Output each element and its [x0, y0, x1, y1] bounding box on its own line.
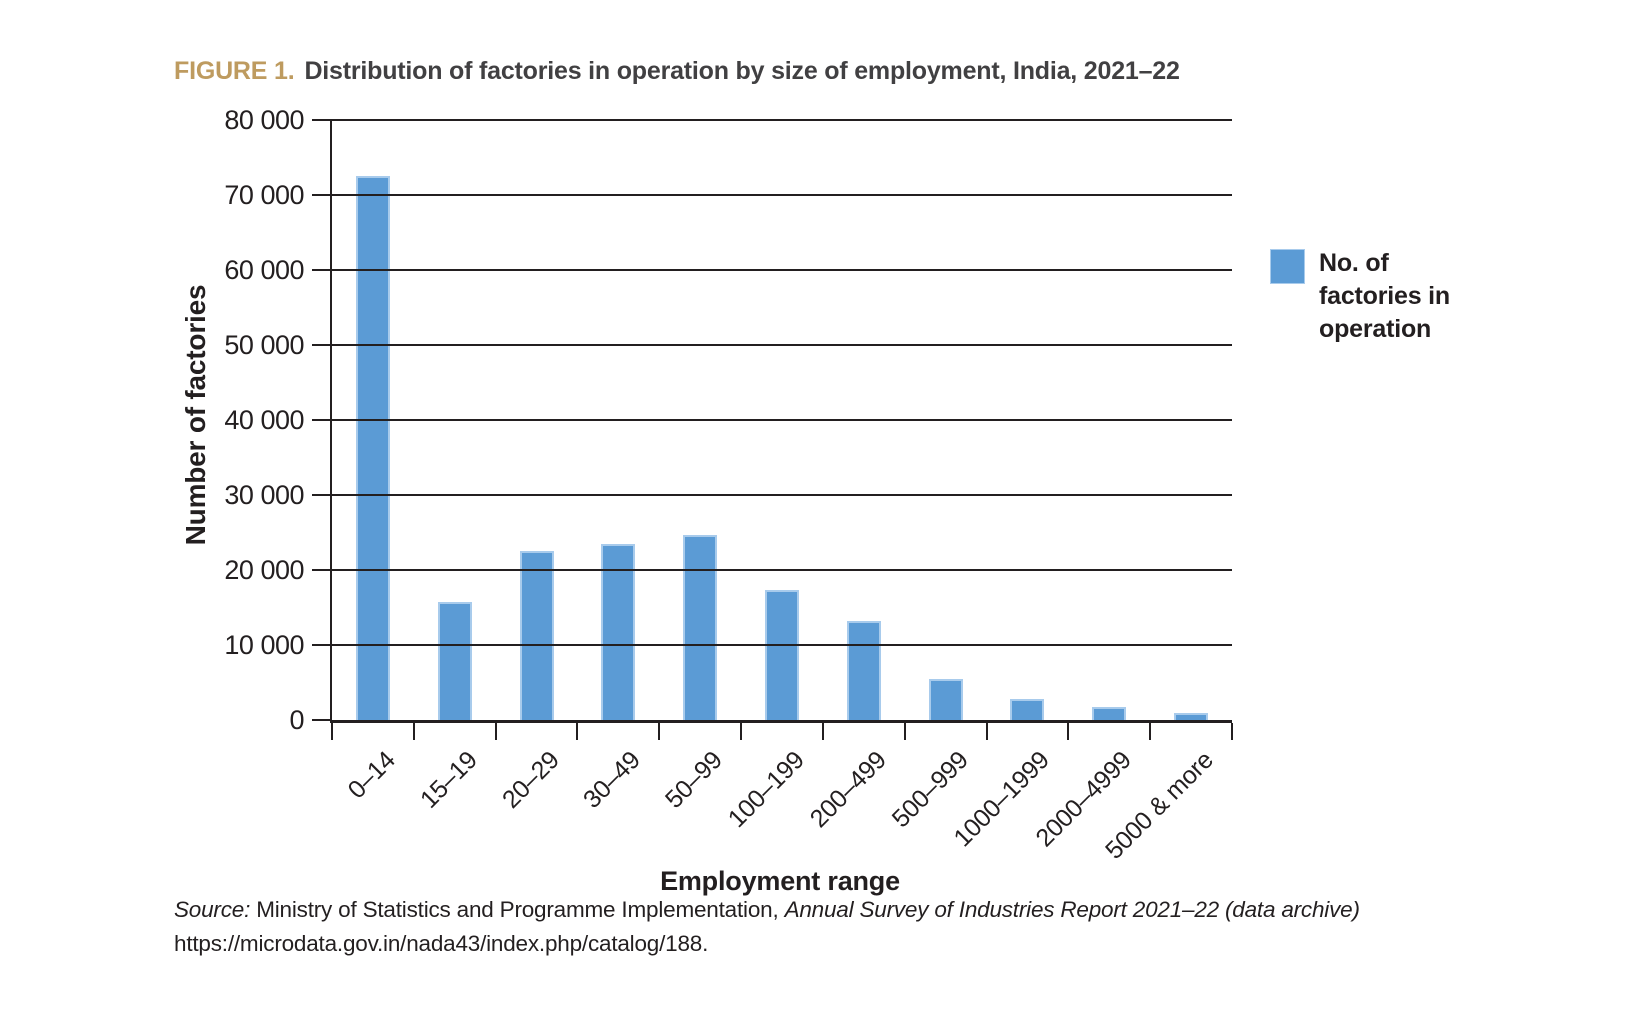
x-axis-title: Employment range	[660, 866, 900, 896]
y-tick-label: 10 000	[224, 630, 304, 660]
x-axis-tick	[821, 723, 824, 740]
gridline-30000	[332, 494, 1232, 496]
source-note: Source: Ministry of Statistics and Progr…	[174, 893, 1360, 961]
bar-0–14	[355, 176, 390, 720]
x-axis-tick	[658, 723, 661, 740]
bar-500–999	[928, 678, 963, 720]
y-axis-tick	[312, 644, 332, 646]
y-tick-label: 50 000	[224, 330, 304, 360]
source-url: https://microdata.gov.in/nada43/index.ph…	[174, 931, 709, 956]
y-axis-tick	[312, 194, 332, 196]
gridline-20000	[332, 569, 1232, 571]
x-tick-label: 50–99	[660, 746, 728, 814]
y-tick-label: 70 000	[224, 180, 304, 210]
x-axis-tick	[412, 723, 415, 740]
x-tick-label: 30–49	[578, 746, 647, 814]
bar-5000 & more	[1174, 713, 1209, 720]
figure-header: FIGURE 1. Distribution of factories in op…	[174, 57, 1180, 86]
bar-50–99	[683, 534, 718, 720]
gridline-50000	[332, 344, 1232, 346]
x-tick-label: 15–19	[414, 746, 483, 814]
bar-1000–1999	[1010, 699, 1045, 720]
x-axis-tick	[1067, 723, 1070, 740]
plot-area: 0 10 000 20 000 30 000 40 000 50 000 60 000 70 …	[224, 105, 1233, 865]
legend-color-swatch	[1270, 249, 1305, 284]
bar-30–49	[601, 543, 636, 720]
legend-label: No. of factories in operation	[1319, 249, 1450, 343]
source-label: Source:	[174, 897, 251, 922]
source-report-title: Annual Survey of Industries Report 2021–…	[784, 897, 1360, 922]
x-axis-tick	[903, 723, 906, 740]
y-axis-tick	[312, 344, 332, 346]
x-axis-tick	[985, 723, 988, 740]
bar-200–499	[846, 621, 881, 720]
figure-number-label: FIGURE 1.	[174, 57, 295, 85]
y-axis-tick	[312, 269, 332, 271]
figure-title: Distribution of factories in operation b…	[304, 57, 1180, 85]
y-axis-tick	[312, 719, 332, 721]
chart-legend: No. of factories in operation	[1270, 247, 1450, 346]
bar-15–19	[437, 601, 472, 720]
y-axis-tick	[312, 419, 332, 421]
y-axis-tick	[312, 494, 332, 496]
gridline-80000	[332, 119, 1232, 121]
x-tick-label: 0–14	[342, 746, 401, 805]
x-axis-tick	[576, 723, 579, 740]
y-axis-tick	[312, 569, 332, 571]
source-line-1: Source: Ministry of Statistics and Progr…	[174, 893, 1360, 927]
x-tick-label: 200–499	[804, 746, 892, 834]
bar-20–29	[519, 551, 554, 720]
y-tick-label: 30 000	[224, 480, 304, 510]
y-tick-label: 40 000	[224, 405, 304, 435]
y-tick-label: 0	[289, 705, 304, 735]
x-axis-tick	[1149, 723, 1152, 740]
x-axis-tick	[331, 723, 333, 740]
x-tick-label: 20–29	[496, 746, 565, 814]
y-axis-tick	[312, 119, 332, 121]
x-axis-tick	[494, 723, 497, 740]
x-tick-label: 100–199	[722, 746, 810, 834]
y-tick-label: 20 000	[224, 555, 304, 585]
gridline-70000	[332, 194, 1232, 196]
y-tick-label: 80 000	[224, 105, 304, 135]
x-axis-tick	[740, 723, 743, 740]
bar-2000–4999	[1092, 706, 1127, 720]
gridline-10000	[332, 644, 1232, 646]
gridline-60000	[332, 269, 1232, 271]
x-axis-tick	[1231, 723, 1233, 740]
source-ministry-text: Ministry of Statistics and Programme Imp…	[250, 897, 785, 922]
bar-100–199	[765, 589, 799, 720]
gridline-40000	[332, 419, 1232, 421]
y-tick-label: 60 000	[224, 255, 304, 285]
